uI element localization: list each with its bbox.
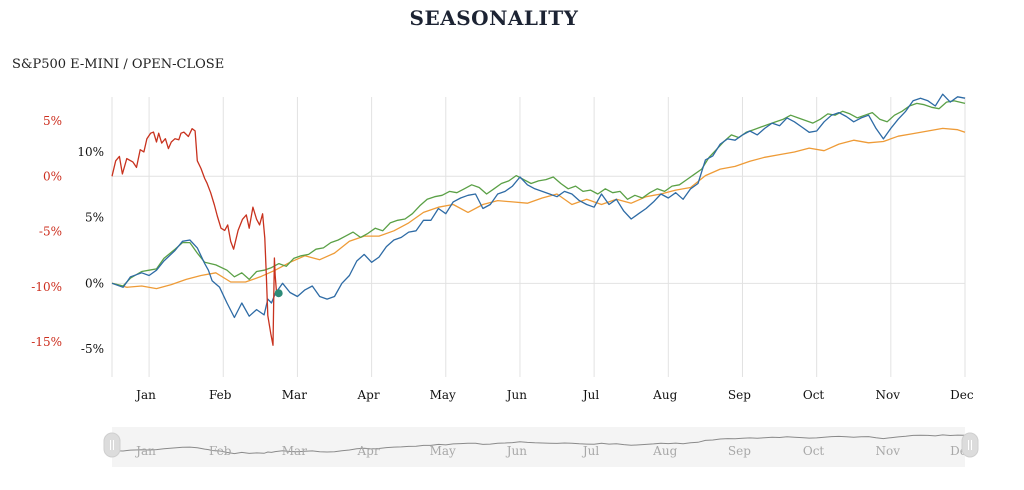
navigator-label-aug: Aug (652, 444, 677, 458)
navigator-label-jul: Jul (581, 444, 600, 458)
right-axis: 10% 5% 0% -5% (77, 145, 104, 356)
navigator-label-feb: Feb (209, 444, 232, 458)
x-tick-label-mar: Mar (282, 388, 307, 402)
navigator-label-mar: Mar (282, 444, 307, 458)
series-line-10-year-average (111, 100, 966, 287)
navigator-track (112, 427, 965, 467)
x-tick-label-dec: Dec (950, 388, 974, 402)
left-tick-label: -15% (31, 335, 62, 349)
navigator-label-sep: Sep (728, 444, 751, 458)
navigator-label-apr: Apr (356, 444, 379, 458)
x-tick-label-nov: Nov (875, 388, 900, 402)
series-line-current-year (111, 128, 278, 346)
left-tick-label: 5% (43, 114, 62, 128)
x-tick-label-jul: Jul (581, 388, 600, 402)
right-tick-label: -5% (81, 342, 104, 356)
x-tick-label-may: May (430, 388, 456, 402)
x-tick-label-apr: Apr (356, 388, 379, 402)
x-tick-label-jun: Jun (505, 388, 528, 402)
grid (111, 97, 966, 377)
chart-title: SEASONALITY (409, 6, 579, 30)
navigator-label-nov: Nov (875, 444, 900, 458)
current-marker (274, 289, 283, 298)
navigator-label-may: May (430, 444, 456, 458)
navigator-label-jun: Jun (505, 444, 528, 458)
x-tick-label-aug: Aug (652, 388, 677, 402)
right-tick-label: 10% (77, 145, 104, 159)
navigator-series-line (111, 434, 966, 455)
x-tick-label-oct: Oct (803, 388, 825, 402)
left-tick-label: -10% (31, 280, 62, 294)
series-line-5-year-average (111, 93, 966, 319)
x-tick-label-feb: Feb (209, 388, 232, 402)
navigator-label-oct: Oct (803, 444, 825, 458)
x-tick-label-sep: Sep (728, 388, 751, 402)
left-tick-label: -5% (39, 225, 62, 239)
chart-subtitle: S&P500 E-MINI / OPEN-CLOSE (12, 57, 225, 72)
navigator-handle-right[interactable] (961, 432, 979, 458)
x-tick-label-jan: Jan (134, 388, 156, 402)
series-line-15-year-average (111, 127, 966, 290)
navigator-label-jan: Jan (134, 444, 156, 458)
series-layer (111, 93, 966, 346)
left-tick-label: 0% (43, 169, 62, 183)
right-tick-label: 5% (85, 211, 104, 225)
navigator-handle-left[interactable] (103, 432, 121, 458)
right-tick-label: 0% (85, 276, 104, 290)
left-axis: 5% 0% -5% -10% -15% (31, 114, 62, 349)
x-axis: Jan Feb Mar Apr May Jun Jul Aug Sep Oct Nov Dec (134, 388, 974, 402)
